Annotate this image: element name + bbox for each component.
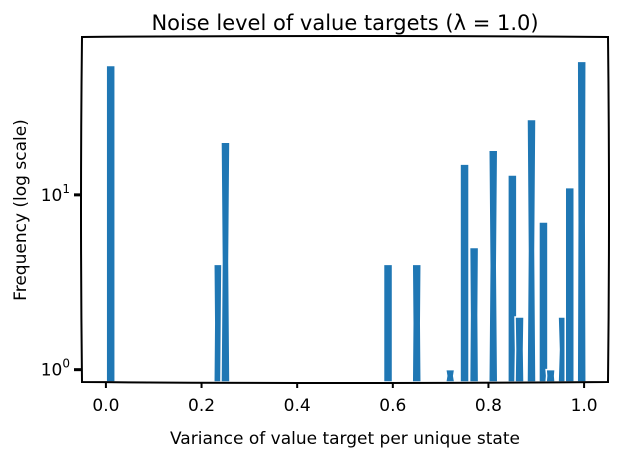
histogram-bar <box>487 149 499 383</box>
histogram-bar <box>514 316 525 383</box>
y-axis-label: Frequency (log scale) <box>11 119 31 301</box>
x-axis-label: Variance of value target per unique stat… <box>170 429 520 449</box>
histogram-bar <box>538 221 549 383</box>
histogram-bar <box>526 118 537 383</box>
axes-layer <box>80 35 610 384</box>
x-tick-label: 0.6 <box>379 396 406 416</box>
x-tick-label: 0.4 <box>284 396 311 416</box>
histogram-bar <box>459 163 470 383</box>
x-tick-label: 0.2 <box>188 396 215 416</box>
histogram-bar <box>564 186 575 383</box>
histogram-bar <box>220 141 231 383</box>
x-tick-label: 0.0 <box>92 396 119 416</box>
histogram-bar <box>576 60 587 383</box>
histogram-bar <box>444 368 456 383</box>
histogram-bar <box>545 368 556 383</box>
x-tick-label: 1.0 <box>571 396 598 416</box>
bars-layer <box>105 60 587 383</box>
histogram-bar <box>382 263 394 383</box>
histogram-bar <box>411 263 422 383</box>
histogram-bar <box>468 246 480 383</box>
histogram-bar <box>105 64 116 383</box>
y-tick-label: 100 <box>41 357 70 381</box>
y-tick-label: 101 <box>41 182 70 206</box>
plot-frame <box>80 35 610 384</box>
chart-title: Noise level of value targets (λ = 1.0) <box>151 11 538 35</box>
x-tick-label: 0.8 <box>475 396 502 416</box>
ticks-layer: 0.0 0.2 0.4 0.6 0.8 1.0 100 101 <box>41 182 598 416</box>
